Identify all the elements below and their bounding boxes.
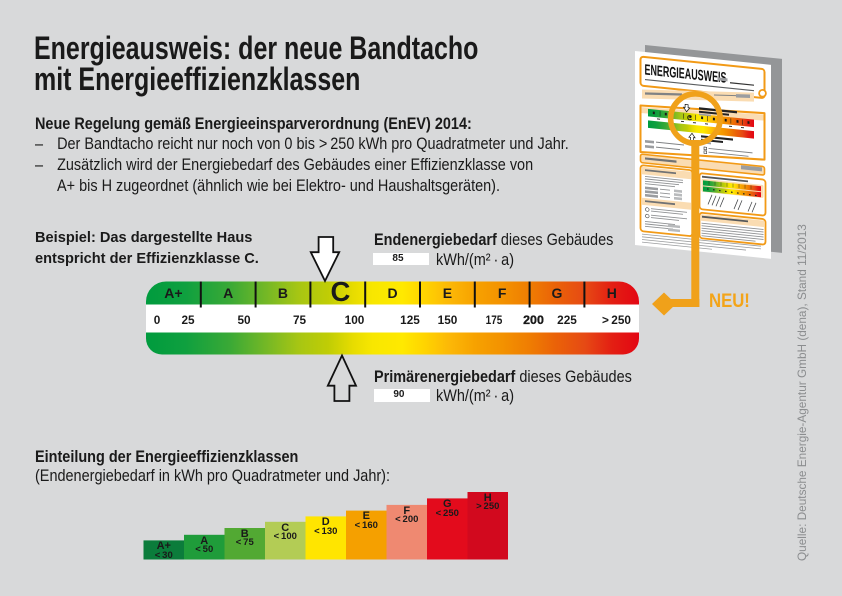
svg-text:C: C (687, 115, 692, 122)
